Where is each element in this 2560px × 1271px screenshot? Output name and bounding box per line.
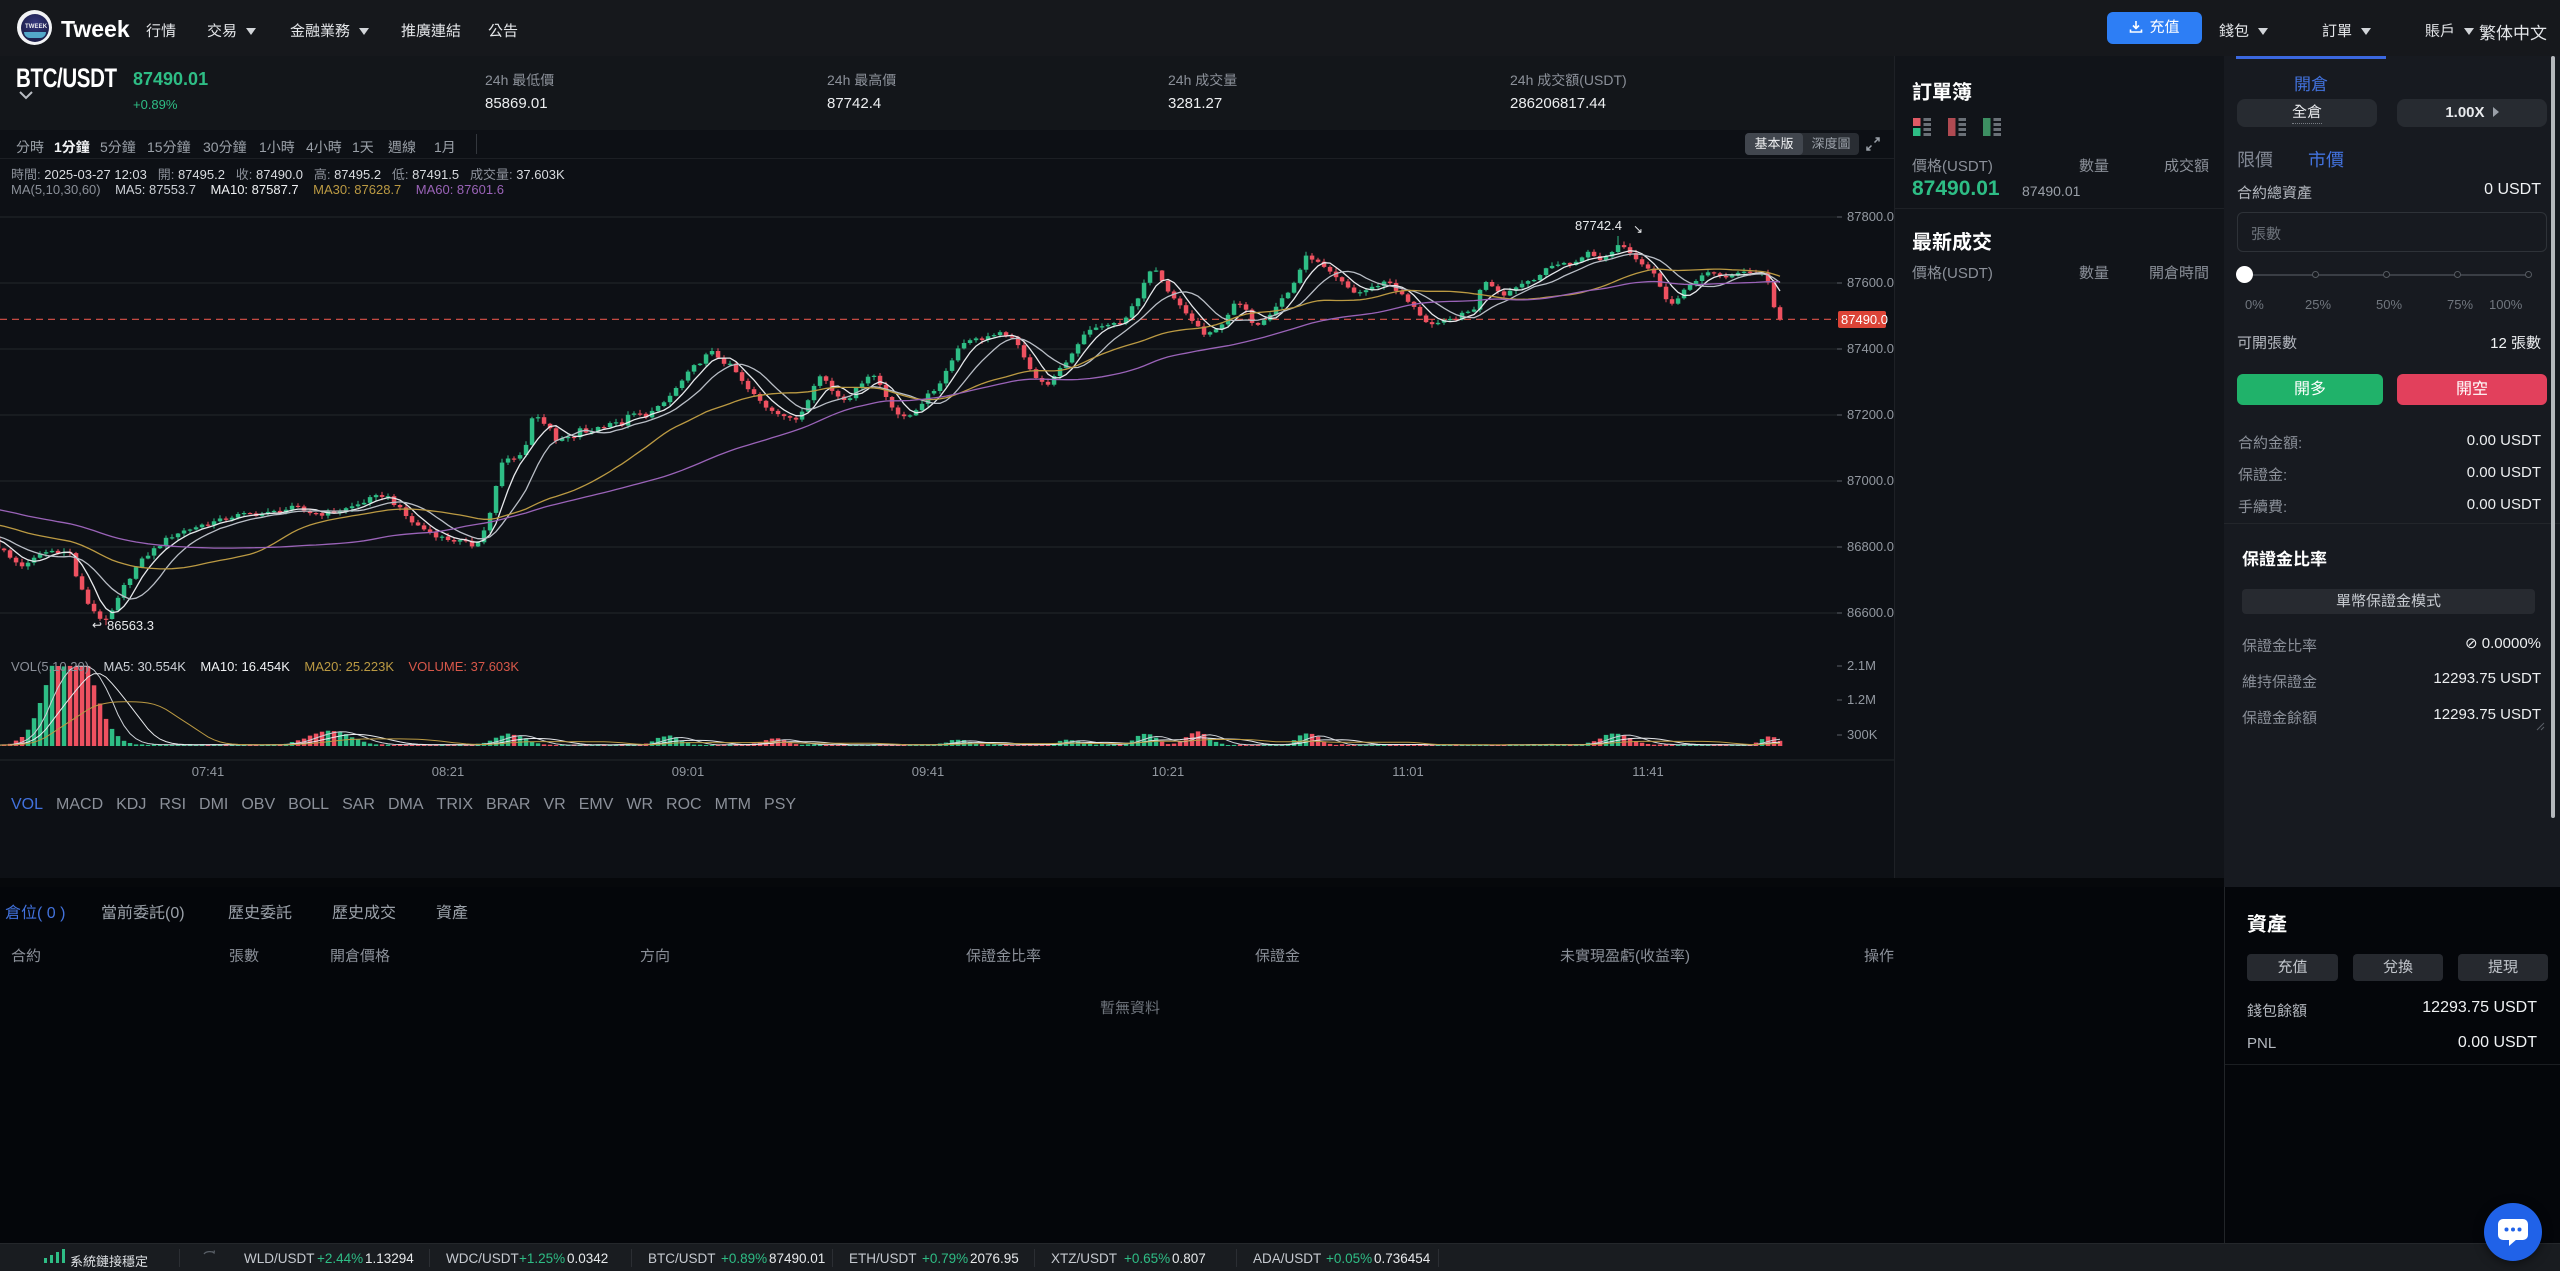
svg-text:11:01: 11:01: [1392, 764, 1424, 779]
svg-text:↩: ↩: [92, 618, 102, 632]
svg-text:09:01: 09:01: [672, 764, 705, 779]
svg-text:09:41: 09:41: [912, 764, 945, 779]
svg-text:300K: 300K: [1847, 727, 1878, 742]
svg-text:2.1M: 2.1M: [1847, 658, 1876, 673]
svg-text:11:41: 11:41: [1632, 764, 1664, 779]
svg-text:07:41: 07:41: [192, 764, 225, 779]
svg-text:87742.4: 87742.4: [1575, 218, 1622, 233]
svg-text:↘: ↘: [1633, 222, 1643, 236]
svg-text:1.2M: 1.2M: [1847, 692, 1876, 707]
svg-text:87200.0: 87200.0: [1847, 407, 1894, 422]
svg-text:86600.0: 86600.0: [1847, 605, 1894, 620]
svg-text:87800.0: 87800.0: [1847, 209, 1894, 224]
svg-text:86800.0: 86800.0: [1847, 539, 1894, 554]
svg-text:87400.0: 87400.0: [1847, 341, 1894, 356]
svg-text:86563.3: 86563.3: [107, 618, 154, 633]
svg-text:87000.0: 87000.0: [1847, 473, 1894, 488]
svg-text:08:21: 08:21: [432, 764, 465, 779]
svg-text:87600.0: 87600.0: [1847, 275, 1894, 290]
svg-text:87490.0: 87490.0: [1841, 312, 1888, 327]
svg-text:10:21: 10:21: [1152, 764, 1185, 779]
